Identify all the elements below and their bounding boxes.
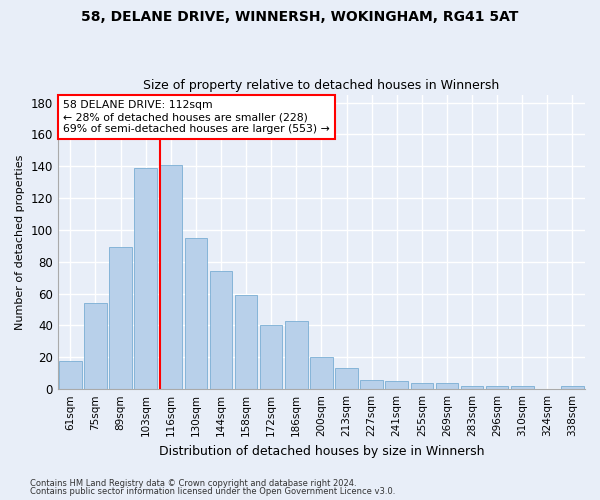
Bar xyxy=(335,368,358,389)
Bar xyxy=(185,238,207,389)
Bar xyxy=(84,303,107,389)
Bar xyxy=(310,358,332,389)
Bar xyxy=(160,164,182,389)
Bar xyxy=(235,295,257,389)
Text: 58, DELANE DRIVE, WINNERSH, WOKINGHAM, RG41 5AT: 58, DELANE DRIVE, WINNERSH, WOKINGHAM, R… xyxy=(82,10,518,24)
Bar xyxy=(209,272,232,389)
Bar xyxy=(511,386,533,389)
Bar xyxy=(59,360,82,389)
Bar xyxy=(385,381,408,389)
X-axis label: Distribution of detached houses by size in Winnersh: Distribution of detached houses by size … xyxy=(158,444,484,458)
Bar xyxy=(436,383,458,389)
Bar xyxy=(134,168,157,389)
Text: Contains HM Land Registry data © Crown copyright and database right 2024.: Contains HM Land Registry data © Crown c… xyxy=(30,478,356,488)
Y-axis label: Number of detached properties: Number of detached properties xyxy=(15,154,25,330)
Bar xyxy=(285,320,308,389)
Text: Contains public sector information licensed under the Open Government Licence v3: Contains public sector information licen… xyxy=(30,487,395,496)
Title: Size of property relative to detached houses in Winnersh: Size of property relative to detached ho… xyxy=(143,79,500,92)
Bar xyxy=(260,326,283,389)
Bar xyxy=(461,386,484,389)
Bar xyxy=(109,248,132,389)
Bar xyxy=(561,386,584,389)
Bar xyxy=(361,380,383,389)
Text: 58 DELANE DRIVE: 112sqm
← 28% of detached houses are smaller (228)
69% of semi-d: 58 DELANE DRIVE: 112sqm ← 28% of detache… xyxy=(63,100,330,134)
Bar xyxy=(486,386,508,389)
Bar xyxy=(410,383,433,389)
